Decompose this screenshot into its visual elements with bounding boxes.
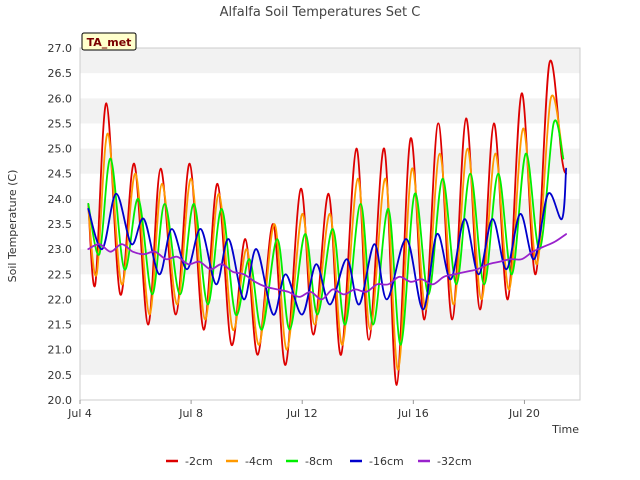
x-axis-title: Time [551, 423, 579, 436]
plot-band [80, 48, 580, 74]
y-tick-label: 21.5 [48, 319, 73, 332]
badge-label: TA_met [87, 36, 132, 49]
y-tick-label: 20.0 [48, 394, 73, 407]
plot-band [80, 274, 580, 300]
ta-met-badge: TA_met [81, 32, 137, 51]
series-line-8cmcm [87, 119, 565, 346]
x-tick-label: Jul 16 [397, 407, 429, 420]
plot-band [80, 148, 580, 174]
plot-border [79, 47, 581, 401]
legend-label: -16cm [369, 455, 404, 468]
y-tick-label: 27.0 [48, 42, 73, 55]
plot-band [80, 324, 580, 350]
x-tick-label: Jul 20 [508, 407, 540, 420]
y-tick-label: 21.0 [48, 344, 73, 357]
legend-label: -4cm [245, 455, 273, 468]
plot-band [80, 349, 580, 375]
plot-band [80, 123, 580, 149]
y-tick-label: 20.5 [48, 369, 73, 382]
y-tick-label: 22.0 [48, 293, 73, 306]
plot-band [80, 98, 580, 124]
legend-label: -32cm [437, 455, 472, 468]
x-tick-label: Jul 4 [67, 407, 92, 420]
y-tick-label: 25.0 [48, 143, 73, 156]
legend-label: -8cm [305, 455, 333, 468]
badge-box [81, 32, 137, 51]
y-axis-title: Soil Temperature (C) [6, 170, 19, 283]
y-tick-label: 22.5 [48, 268, 73, 281]
x-tick-label: Jul 12 [286, 407, 318, 420]
plot-band [80, 374, 580, 400]
series-lines [87, 59, 567, 386]
y-tick-label: 24.0 [48, 193, 73, 206]
legend: -2cm -4cm -8cm -16cm -32cm [166, 455, 472, 468]
y-tick-label: 23.0 [48, 243, 73, 256]
y-tick-label: 23.5 [48, 218, 73, 231]
series-line-32cmcm [87, 233, 567, 301]
x-tick-label: Jul 8 [178, 407, 203, 420]
y-tick-label: 25.5 [48, 117, 73, 130]
y-tick-label: 26.0 [48, 92, 73, 105]
legend-label: -2cm [185, 455, 213, 468]
y-tick-label: 26.5 [48, 67, 73, 80]
plot-band [80, 73, 580, 99]
x-tick-labels: Jul 4 Jul 8 Jul 12 Jul 16 Jul 20 [67, 400, 540, 420]
plot-band [80, 299, 580, 325]
y-tick-label: 24.5 [48, 168, 73, 181]
chart-title: Alfalfa Soil Temperatures Set C [220, 5, 421, 20]
y-tick-labels: 20.0 20.5 21.0 21.5 22.0 22.5 23.0 23.5 24.0 24.5… [48, 42, 73, 407]
plot-band [80, 173, 580, 199]
